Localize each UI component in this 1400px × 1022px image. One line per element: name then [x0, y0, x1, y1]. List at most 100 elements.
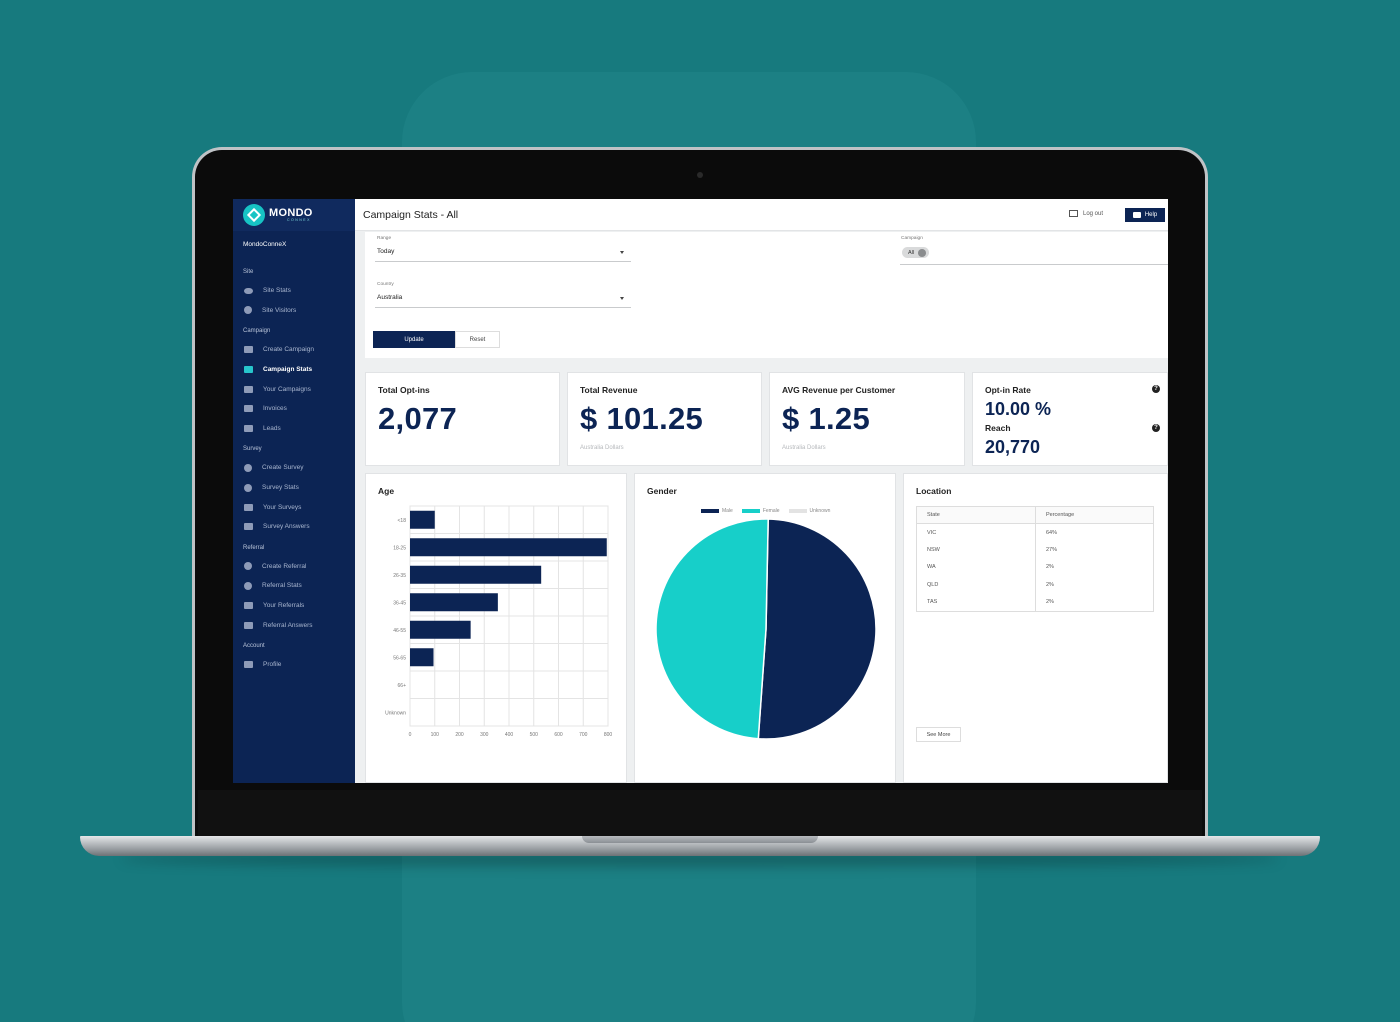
table-row: NSW 27%	[916, 541, 1154, 559]
pie-slice-female[interactable]	[655, 518, 769, 740]
sidebar-item-create-referral[interactable]: Create Referral	[233, 557, 355, 577]
sidebar-item-label: Create Campaign	[263, 346, 314, 354]
sidebar-item-label: Your Surveys	[263, 503, 302, 511]
y-tick-label: Unknown	[385, 710, 406, 716]
sidebar-item-label: Site Visitors	[262, 306, 297, 314]
sidebar-item-invoices[interactable]: Invoices	[233, 399, 355, 419]
folder-icon	[244, 523, 253, 531]
legend-swatch	[788, 509, 807, 513]
sidebar-item-leads[interactable]: Leads	[233, 419, 355, 439]
sidebar-item-your-campaigns[interactable]: Your Campaigns	[233, 379, 355, 399]
panel-title: Location	[916, 486, 952, 496]
x-tick-label: 500	[530, 732, 539, 738]
help-button[interactable]: Help	[1125, 208, 1165, 222]
sidebar-section-title: Campaign	[243, 328, 271, 335]
age-bar-chart: 0 100 200 300 400 500 600 700 800 <18 18-25 26-35 36…	[385, 505, 613, 738]
sidebar-item-site-visitors[interactable]: Site Visitors	[233, 301, 355, 321]
stat-card-revenue: Total Revenue $ 101.25 Australia Dollars	[567, 372, 762, 466]
legend-item[interactable]: Female	[741, 508, 780, 514]
profile-icon	[244, 661, 253, 669]
chevron-down-icon	[620, 297, 624, 300]
sidebar-item-referral-answers[interactable]: Referral Answers	[233, 615, 355, 635]
help-icon[interactable]: ?	[1152, 424, 1160, 432]
stat-title: Total Opt-ins	[378, 385, 430, 395]
x-tick-label: 600	[554, 732, 563, 738]
sidebar-item-survey-answers[interactable]: Survey Answers	[233, 517, 355, 537]
campaign-chip[interactable]: All	[902, 247, 929, 258]
legend-item[interactable]: Male	[701, 508, 733, 514]
see-more-button[interactable]: See More	[916, 727, 961, 742]
help-icon[interactable]: ?	[1152, 385, 1160, 393]
column-header-state[interactable]: State	[916, 506, 1036, 524]
state-cell: NSW	[916, 541, 1036, 559]
percentage-cell: 2%	[1046, 564, 1054, 571]
sidebar-item-referral-stats[interactable]: Referral Stats	[233, 576, 355, 596]
legend-label: Male	[722, 508, 733, 514]
reach-title: Reach	[985, 423, 1011, 433]
card-icon	[244, 405, 253, 413]
column-header-percentage[interactable]: Percentage	[1035, 506, 1154, 524]
campaign-chip-label: All	[908, 249, 915, 256]
sidebar-section-title: Account	[243, 642, 265, 649]
sidebar-item-label: Create Survey	[262, 464, 304, 472]
table-header-row: State Percentage	[916, 506, 1154, 524]
y-tick-label: <18	[398, 518, 407, 524]
logout-button[interactable]: Log out	[1069, 210, 1103, 217]
plus-circle-icon	[244, 463, 252, 472]
chevron-down-icon	[620, 251, 624, 254]
table-row: QLD 2%	[916, 576, 1154, 594]
y-tick-label: 56-65	[393, 655, 406, 661]
close-icon[interactable]	[918, 248, 927, 257]
x-tick-label: 300	[480, 732, 489, 738]
legend-swatch	[701, 509, 719, 513]
reach-value: 20,770	[985, 437, 1041, 457]
panel-title: Age	[378, 486, 395, 496]
sidebar-item-create-survey[interactable]: Create Survey	[233, 458, 355, 478]
range-select[interactable]: Today	[375, 244, 631, 262]
x-tick-label: 800	[604, 732, 613, 738]
age-bar	[410, 538, 607, 557]
person-icon	[244, 306, 252, 315]
state-cell: TAS	[916, 593, 1036, 611]
sidebar-item-label: Referral Answers	[263, 621, 313, 629]
stat-card-avg-revenue: AVG Revenue per Customer $ 1.25 Australi…	[769, 372, 965, 466]
country-select[interactable]: Australia	[375, 290, 631, 308]
legend-label: Unknown	[809, 508, 831, 514]
gender-legend: Male Female Unknown	[701, 508, 839, 514]
sidebar-item-site-stats[interactable]: Site Stats	[233, 281, 355, 301]
sidebar-item-your-surveys[interactable]: Your Surveys	[233, 497, 355, 517]
sidebar-item-survey-stats[interactable]: Survey Stats	[233, 478, 355, 498]
legend-item[interactable]: Unknown	[788, 508, 831, 514]
top-bar: Campaign Stats - All Log out Help	[355, 199, 1168, 231]
range-label: Range	[377, 236, 392, 241]
x-tick-label: 400	[505, 732, 514, 738]
location-table: State Percentage VIC 64% NSW 27% WA 2% QLD 2…	[916, 506, 1154, 612]
table-row: TAS 2%	[916, 593, 1154, 611]
stat-card-optins: Total Opt-ins 2,077	[365, 372, 560, 466]
age-bar	[410, 648, 434, 667]
clipboard-icon	[244, 503, 253, 511]
stat-title: AVG Revenue per Customer	[782, 385, 896, 395]
age-bar	[410, 620, 471, 639]
campaign-select[interactable]	[900, 244, 1168, 266]
brand-logo[interactable]: MONDO CONNEX	[233, 199, 355, 231]
brand-name: MONDO	[269, 206, 313, 219]
update-button[interactable]: Update	[373, 331, 455, 348]
legend-swatch	[741, 509, 760, 513]
brand-subtitle: CONNEX	[287, 217, 311, 222]
state-cell: WA	[916, 558, 1036, 576]
sidebar-item-create-campaign[interactable]: Create Campaign	[233, 340, 355, 360]
chat-icon	[1132, 212, 1141, 218]
reset-button[interactable]: Reset	[455, 331, 500, 348]
pie-slice-male[interactable]	[757, 518, 877, 740]
sidebar-item-label: Invoices	[263, 405, 287, 413]
eye-icon	[244, 287, 253, 294]
sidebar-item-profile[interactable]: Profile	[233, 655, 355, 675]
folder-icon	[244, 385, 253, 393]
location-panel: Location State Percentage VIC 64% NSW 27% …	[903, 473, 1168, 783]
stat-subtitle: Australia Dollars	[782, 445, 826, 451]
sidebar-item-campaign-stats[interactable]: Campaign Stats	[233, 360, 355, 380]
logo-icon	[243, 204, 265, 226]
campaign-label: Campaign	[901, 236, 923, 241]
sidebar-item-your-referrals[interactable]: Your Referrals	[233, 596, 355, 616]
